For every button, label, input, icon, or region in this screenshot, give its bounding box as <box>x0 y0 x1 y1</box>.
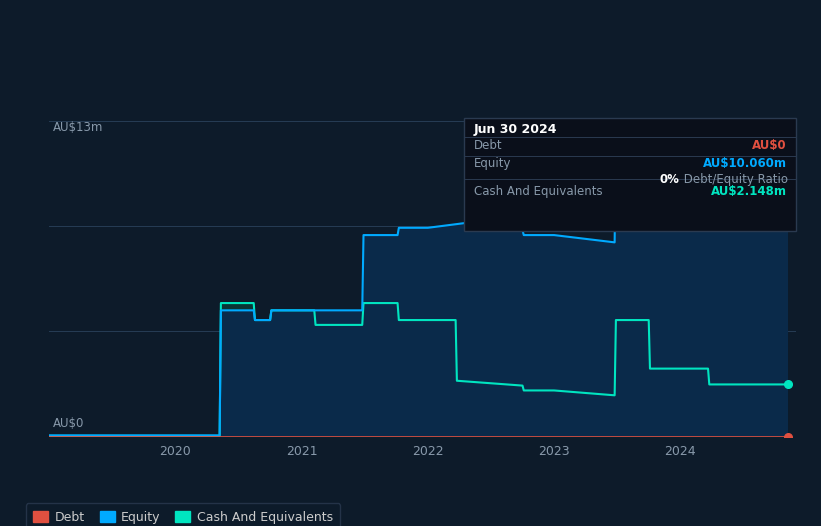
Text: AU$13m: AU$13m <box>53 121 103 134</box>
Text: AU$10.060m: AU$10.060m <box>703 157 787 170</box>
Text: Debt: Debt <box>474 139 502 153</box>
Text: 0%: 0% <box>659 173 679 186</box>
Text: AU$2.148m: AU$2.148m <box>710 185 787 198</box>
Text: AU$0: AU$0 <box>53 417 85 430</box>
Text: Jun 30 2024: Jun 30 2024 <box>474 123 557 136</box>
Text: Debt/Equity Ratio: Debt/Equity Ratio <box>680 173 788 186</box>
Legend: Debt, Equity, Cash And Equivalents: Debt, Equity, Cash And Equivalents <box>25 503 340 526</box>
Text: AU$0: AU$0 <box>752 139 787 153</box>
Text: Cash And Equivalents: Cash And Equivalents <box>474 185 603 198</box>
Text: Equity: Equity <box>474 157 511 170</box>
